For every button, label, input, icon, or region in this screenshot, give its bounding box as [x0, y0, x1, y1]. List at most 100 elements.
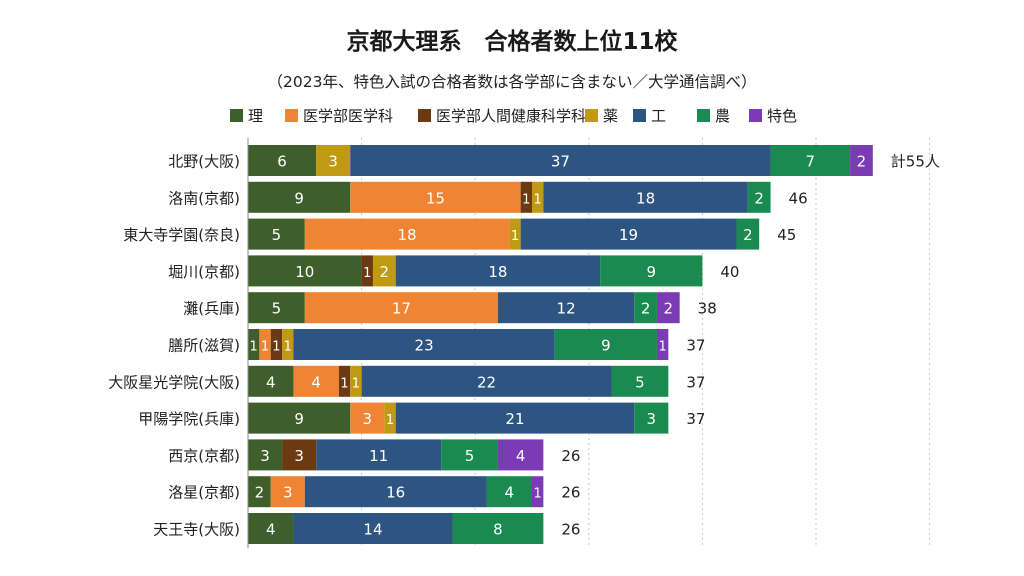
data-label: 19 — [619, 226, 638, 244]
data-label: 4 — [311, 373, 321, 391]
data-label: 10 — [295, 263, 314, 281]
data-label: 4 — [266, 521, 276, 539]
bar-segment — [248, 476, 271, 508]
bar-segment — [770, 145, 851, 176]
data-label: 7 — [806, 153, 816, 171]
data-label: 22 — [477, 373, 496, 391]
data-label: 3 — [328, 153, 338, 171]
data-label: 37 — [551, 153, 570, 171]
category-label: 洛星(京都) — [168, 484, 240, 502]
data-label: 23 — [415, 337, 434, 355]
category-label: 大阪星光学院(大阪) — [108, 373, 240, 391]
chart-subtitle: （2023年、特色入試の合格者数は各学部に含まない／大学通信調べ） — [267, 73, 757, 91]
legend-label: 医学部医学科 — [303, 107, 393, 125]
bar-segment — [532, 476, 544, 508]
data-label: 1 — [658, 340, 666, 355]
data-label: 1 — [386, 413, 394, 428]
bar-segment — [850, 145, 873, 176]
bar-segment — [634, 402, 669, 434]
bar-segment — [316, 145, 351, 176]
bar-segment — [248, 292, 305, 324]
category-label: 北野(大阪) — [168, 153, 240, 171]
data-label: 1 — [363, 266, 371, 281]
bar-segment — [304, 292, 498, 324]
data-label: 12 — [557, 300, 576, 318]
total-label: 37 — [686, 337, 705, 355]
total-label: 26 — [561, 521, 580, 539]
bar-segment — [270, 329, 283, 360]
data-label: 3 — [260, 447, 270, 465]
bar-segment — [452, 513, 544, 544]
data-label: 1 — [284, 340, 292, 355]
data-label: 8 — [493, 521, 503, 539]
data-label: 21 — [505, 410, 524, 428]
bar-segment — [497, 439, 544, 471]
data-label: 2 — [664, 300, 674, 318]
legend-swatch — [749, 109, 762, 122]
data-label: 18 — [636, 189, 655, 207]
data-label: 1 — [340, 376, 348, 391]
bar-segment — [350, 402, 385, 434]
bar-segment — [384, 402, 396, 434]
data-label: 4 — [266, 373, 276, 391]
bar-segment — [532, 181, 544, 213]
data-label: 9 — [601, 337, 611, 355]
legend-swatch — [697, 109, 710, 122]
bar-segment — [554, 329, 657, 360]
total-label: 37 — [686, 373, 705, 391]
bar-segment — [248, 218, 305, 250]
bar-segment — [509, 218, 521, 250]
data-label: 9 — [647, 263, 657, 281]
bar-segment — [543, 181, 748, 213]
bar-segment — [656, 329, 669, 360]
bar-segment — [248, 145, 317, 176]
legend-swatch — [633, 109, 646, 122]
bar-segment — [486, 476, 532, 508]
data-label: 5 — [635, 373, 645, 391]
data-label: 6 — [277, 153, 287, 171]
bar-segment — [395, 255, 601, 287]
bar-segment — [248, 402, 351, 434]
bar-segment — [600, 255, 703, 287]
bar-segment — [372, 255, 396, 287]
bar-segment — [282, 329, 294, 360]
legend-label: 工 — [651, 107, 666, 125]
bar-segment — [350, 145, 771, 176]
bar-segment — [304, 476, 487, 508]
bar-segment — [248, 329, 260, 360]
bar-segment — [656, 292, 680, 324]
data-label: 1 — [272, 340, 280, 355]
data-label: 18 — [488, 263, 507, 281]
data-label: 3 — [647, 410, 657, 428]
bar-segment — [350, 181, 521, 213]
data-label: 3 — [283, 484, 293, 502]
data-label: 5 — [272, 300, 282, 318]
data-label: 1 — [352, 376, 360, 391]
category-label: 膳所(滋賀) — [168, 337, 240, 355]
bar-segment — [259, 329, 271, 360]
data-label: 1 — [261, 340, 269, 355]
bar-segment — [248, 439, 283, 471]
bar-segment — [350, 365, 362, 397]
data-label: 9 — [294, 189, 304, 207]
data-label: 2 — [743, 226, 753, 244]
category-label: 洛南(京都) — [168, 189, 240, 207]
data-label: 5 — [465, 447, 475, 465]
bar-segment — [361, 255, 373, 287]
chart-title: 京都大理系 合格者数上位11校 — [346, 29, 678, 55]
bar-segment — [270, 476, 305, 508]
data-label: 18 — [397, 226, 416, 244]
data-label: 16 — [386, 484, 405, 502]
legend-label: 農 — [715, 107, 730, 125]
total-label: 46 — [789, 189, 808, 207]
data-label: 4 — [516, 447, 526, 465]
bar-segment — [611, 365, 669, 397]
legend-swatch — [418, 109, 431, 122]
total-label: 26 — [561, 447, 580, 465]
bar-segment — [304, 218, 510, 250]
data-label: 9 — [294, 410, 304, 428]
bar-segment — [293, 513, 453, 544]
bar-segment — [361, 365, 612, 397]
total-label: 計55人 — [891, 153, 940, 171]
